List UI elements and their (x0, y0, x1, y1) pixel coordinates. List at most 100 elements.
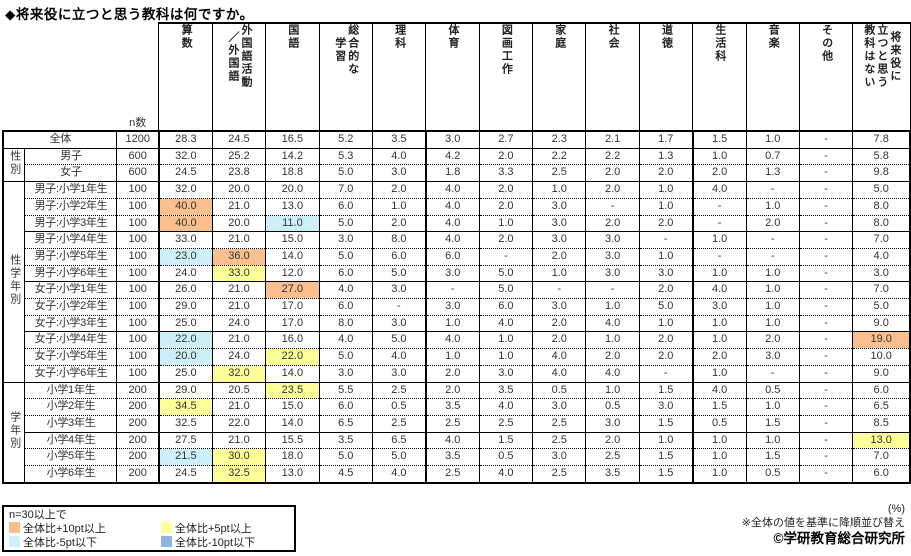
data-cell: 2.5 (532, 465, 587, 484)
column-header-text: その他 (820, 24, 833, 63)
data-cell: 0.5 (585, 398, 640, 416)
n-column-header: n数 (116, 23, 159, 132)
data-cell: - (799, 365, 854, 383)
data-cell: 3.5 (479, 382, 534, 400)
table-row: 全体 1200 28.3 24.5 16.5 5.2 3.5 3.0 2.7 2.3 2.1 1.7 1… (2, 131, 911, 149)
column-header-text: 生活科 (713, 24, 726, 63)
data-cell: 13.0 (852, 432, 911, 450)
table-body: 全体 1200 28.3 24.5 16.5 5.2 3.5 3.0 2.7 2.3 2.1 1.7 1… (2, 131, 911, 484)
row-label: 男子:小学4年生 (24, 231, 118, 249)
data-cell: 4.0 (372, 348, 427, 366)
row-label: 小学3年生 (24, 415, 118, 433)
data-cell: - (799, 382, 854, 400)
data-cell: 20.0 (212, 215, 267, 233)
data-cell: 13.0 (265, 198, 320, 216)
n-value: 100 (116, 281, 160, 300)
legend-label: 全体比-5pt以下 (23, 537, 97, 549)
data-cell: 8.0 (372, 231, 427, 249)
data-cell: 36.0 (212, 248, 267, 266)
data-cell: 6.5 (319, 415, 373, 433)
row-label: 小学1年生 (24, 382, 118, 400)
data-cell: 4.0 (691, 382, 747, 400)
data-cell: 1.0 (424, 315, 480, 333)
data-cell: 3.0 (372, 315, 427, 333)
data-cell: 3.0 (532, 198, 587, 216)
data-cell: 1.0 (691, 432, 747, 450)
survey-table: n数 算数 外国語活動 ／外国語 国語 総合的な 学習 理科 体育 図画工作 家庭 社会 道徳 生活科… (2, 22, 911, 484)
data-cell: - (799, 465, 854, 484)
data-cell: 3.0 (639, 398, 694, 416)
unit-label: (%) (887, 503, 905, 515)
data-cell: 15.0 (265, 398, 320, 416)
n-value: 100 (116, 265, 160, 283)
data-cell: 1.0 (585, 298, 640, 316)
data-cell: - (691, 248, 747, 266)
n-value: 200 (116, 415, 160, 433)
data-cell: 3.0 (852, 265, 911, 283)
data-cell: 21.5 (157, 448, 213, 467)
data-cell: 1.0 (691, 448, 747, 467)
data-cell: 2.5 (424, 465, 480, 484)
n-value: 200 (116, 448, 160, 467)
data-cell: 29.0 (157, 298, 213, 316)
data-cell: - (691, 215, 747, 233)
data-cell: - (639, 365, 694, 383)
table-row: 男子:小学5年生 100 23.0 36.0 14.0 5.0 6.0 6.0-2.0 3.0 1… (3, 248, 911, 266)
table-row: 女子:小学1年生 100 26.0 21.0 27.0 4.0 3.0-5.0- -2.0 4.… (3, 281, 911, 300)
data-cell: 3.0 (585, 265, 640, 283)
data-cell: 7.8 (852, 131, 911, 149)
row-label: 女子:小学6年生 (24, 365, 118, 383)
data-cell: 23.5 (265, 382, 320, 400)
row-label: 小学4年生 (24, 432, 118, 450)
data-cell: 32.0 (157, 148, 213, 166)
data-cell: 6.0 (424, 248, 480, 266)
row-label: 男子:小学2年生 (24, 198, 118, 216)
n-value: 1200 (116, 131, 160, 149)
data-cell: 1.0 (691, 331, 747, 350)
data-cell: - (639, 231, 694, 249)
data-cell: 0.5 (691, 415, 747, 433)
data-cell: 21.0 (212, 231, 267, 249)
row-group-label-text: 学年別 (8, 411, 21, 451)
data-cell: 14.0 (265, 248, 320, 266)
row-label: 全体 (2, 131, 118, 149)
data-cell: 25.0 (157, 365, 213, 383)
data-cell: 4.0 (691, 181, 747, 199)
row-label: 女子:小学1年生 (24, 281, 118, 300)
data-cell: - (799, 448, 854, 467)
data-cell: 2.5 (585, 448, 640, 467)
n-value: 200 (116, 382, 160, 400)
legend-items: 全体比+10pt以上 全体比+5pt以上 全体比-5pt以下 全体比-10pt以下 (9, 522, 289, 550)
data-cell: - (799, 215, 854, 233)
data-cell: 32.0 (157, 181, 213, 199)
data-cell: 1.5 (691, 131, 747, 149)
data-cell: 24.0 (157, 265, 213, 283)
legend-label: 全体比+10pt以上 (23, 523, 106, 535)
data-cell: 5.0 (852, 181, 911, 199)
data-cell: 3.0 (372, 281, 427, 300)
data-cell: 6.0 (319, 198, 373, 216)
legend-label: 全体比-10pt以下 (175, 537, 256, 549)
data-cell: 10.0 (852, 348, 911, 366)
data-cell: - (532, 281, 587, 300)
column-header-8: 社会 (585, 22, 640, 132)
data-cell: 2.5 (372, 382, 427, 400)
data-cell: 3.5 (585, 465, 640, 484)
data-cell: - (746, 248, 800, 266)
row-group-label: 性学年別 (2, 181, 26, 383)
data-cell: 1.0 (746, 131, 800, 149)
data-cell: 1.0 (639, 432, 694, 450)
data-cell: 3.5 (319, 432, 373, 450)
data-cell: - (799, 248, 854, 266)
table-row: 女子:小学2年生 100 29.0 21.0 17.0 6.0-3.0 6.0 3.0 1.0 5… (3, 298, 911, 316)
data-cell: 24.0 (212, 348, 267, 366)
column-header-1: 外国語活動 ／外国語 (211, 22, 267, 132)
column-header-text: 国語 (286, 24, 299, 50)
data-cell: 30.0 (212, 448, 267, 467)
data-cell: 2.0 (424, 382, 480, 400)
data-cell: 2.5 (532, 432, 587, 450)
sort-footnote: ※全体の値を基準に降順並び替え (741, 517, 905, 529)
data-cell: 2.0 (746, 331, 800, 350)
data-cell: 1.0 (691, 365, 747, 383)
data-cell: 5.0 (372, 448, 427, 467)
